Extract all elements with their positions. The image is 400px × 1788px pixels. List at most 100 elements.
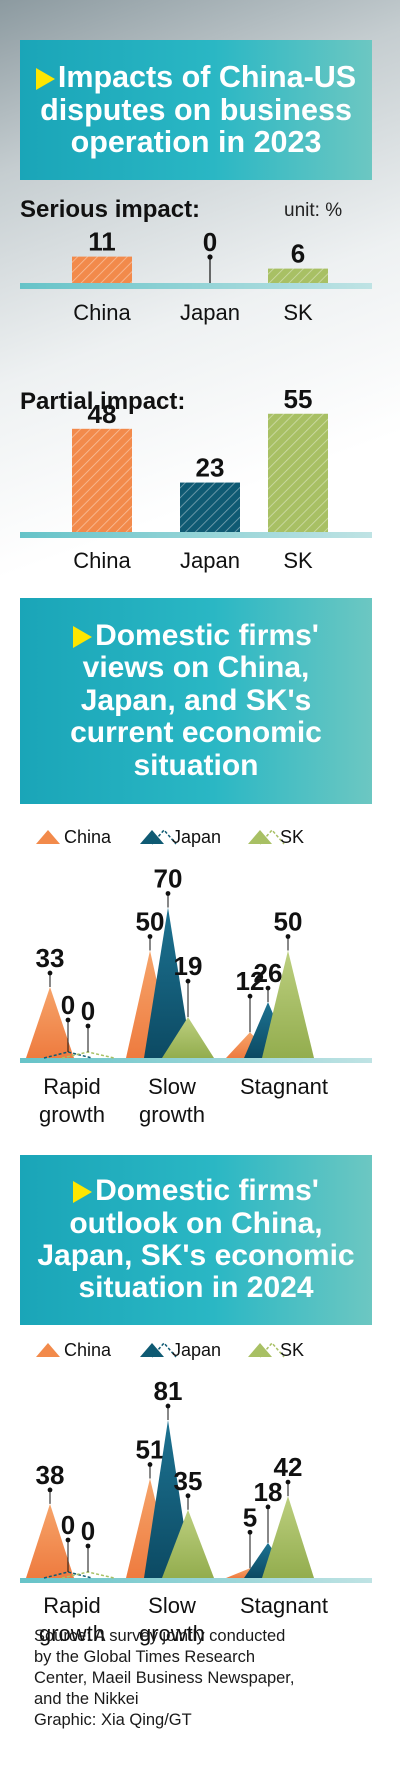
yellow-triangle-icon [73, 1181, 93, 1204]
current-situation-chart: China Japan SK 33 0 0 Rapid growth 50 70 19 Slow gro… [20, 827, 372, 1127]
value-label: 5 [243, 1502, 257, 1532]
value-label: 70 [154, 864, 183, 894]
value-label: 55 [284, 384, 313, 414]
zero-marker-dot [207, 254, 213, 260]
category-label: China [73, 548, 131, 573]
category-label: growth [139, 1102, 205, 1127]
category-label: Slow [148, 1074, 196, 1099]
title-1: Impacts of China-US disputes on business… [40, 59, 357, 160]
bar-sk [268, 268, 328, 283]
peak-sk [262, 950, 314, 1058]
legend-swatch-sk [248, 1343, 272, 1357]
leader-dot [165, 891, 171, 896]
category-label: Rapid [43, 1593, 100, 1618]
legend-label: Japan [172, 1340, 221, 1360]
leader-dot [65, 1017, 71, 1023]
value-label: 0 [203, 227, 217, 257]
serious-impact-label: Serious impact: [20, 196, 201, 223]
yellow-triangle-icon [35, 67, 55, 90]
banner-title-2: Domestic firms' views on China, Japan, a… [20, 598, 372, 804]
category-label: Japan [180, 548, 240, 573]
category-label: SK [283, 548, 313, 573]
peak-sk [262, 1496, 314, 1578]
legend-swatch-japan [140, 1343, 164, 1357]
leader-dot [265, 985, 271, 991]
leader-dot [147, 1462, 153, 1467]
leader-dot [185, 978, 191, 984]
leader-dot [265, 1504, 271, 1510]
axis-base [20, 1058, 372, 1063]
outlook-2024-chart: China Japan SK 38 0 0 Rapid growth 51 81 35 Slow gro… [20, 1340, 372, 1646]
peak-china [26, 1503, 74, 1578]
legend-dash-japan [151, 1341, 177, 1358]
leader-dot [247, 993, 253, 999]
source-line: by the Global Times Research [34, 1648, 256, 1666]
legend-label: China [64, 1340, 112, 1360]
leader-dot [65, 1537, 71, 1543]
legend-dash-sk [259, 1341, 285, 1358]
category-label: Stagnant [240, 1593, 328, 1618]
source-line: Source: A survey jointly conducted [34, 1627, 286, 1645]
value-label: 42 [274, 1452, 303, 1482]
axis-base [20, 283, 372, 289]
value-label: 81 [154, 1376, 183, 1406]
category-label: growth [39, 1102, 105, 1127]
peak-sk [162, 1509, 214, 1578]
legend-swatch-china [36, 1343, 60, 1357]
bar-sk [268, 413, 328, 532]
value-label: 23 [196, 453, 225, 483]
peak-china [26, 987, 74, 1058]
value-label: 0 [81, 1516, 95, 1546]
source-line: Center, Maeil Business Newspaper, [34, 1669, 295, 1687]
leader-dot [47, 970, 53, 976]
leader-dot [165, 1403, 171, 1409]
value-label: 26 [254, 958, 283, 988]
value-label: 19 [174, 951, 203, 981]
legend-label: China [64, 827, 112, 847]
category-label: growth [139, 1621, 205, 1646]
leader-dot [47, 1487, 53, 1493]
value-label: 33 [36, 943, 65, 973]
value-label: 48 [88, 399, 117, 429]
partial-impact-chart: 48 China 23 Japan 55 SK [20, 384, 372, 573]
category-label: Rapid [43, 1074, 100, 1099]
source-line: and the Nikkei [34, 1690, 139, 1708]
legend-swatch-sk [248, 830, 272, 844]
bar-japan [180, 482, 240, 532]
peak-japan [144, 907, 192, 1058]
legend-dash-sk [259, 828, 285, 845]
axis-base [20, 1578, 372, 1583]
value-label: 11 [88, 227, 116, 257]
legend-swatch-japan [140, 830, 164, 844]
leader-dot [247, 1529, 253, 1535]
category-label: growth [39, 1621, 105, 1646]
partial-impact-label: Partial impact: [20, 388, 186, 415]
peak-japan-zero [43, 1571, 93, 1579]
value-label: 0 [81, 996, 95, 1026]
legend-label: Japan [172, 827, 221, 847]
category-label: Slow [148, 1593, 196, 1618]
value-label: 0 [61, 1510, 75, 1540]
legend-label: SK [280, 1340, 304, 1360]
title-2: Domestic firms' views on China, Japan, a… [70, 619, 322, 782]
bar-china [72, 428, 132, 532]
peak-sk [162, 1017, 214, 1058]
peak-japan-zero [43, 1051, 93, 1059]
leader-dot [185, 1493, 191, 1499]
value-label: 18 [254, 1477, 283, 1507]
leader-dot [147, 934, 153, 939]
banner-title-1: Impacts of China-US disputes on business… [20, 40, 372, 180]
value-label: 6 [291, 239, 305, 269]
leader-dot [285, 934, 291, 939]
value-label: 50 [136, 907, 165, 937]
leader-dot [85, 1023, 91, 1029]
axis-base [20, 532, 372, 538]
bar-china [72, 256, 132, 283]
yellow-triangle-icon [73, 626, 93, 649]
value-label: 35 [174, 1466, 203, 1496]
value-label: 0 [61, 990, 75, 1020]
category-label: China [73, 300, 131, 325]
value-label: 12 [236, 966, 265, 996]
category-label: Japan [180, 300, 240, 325]
